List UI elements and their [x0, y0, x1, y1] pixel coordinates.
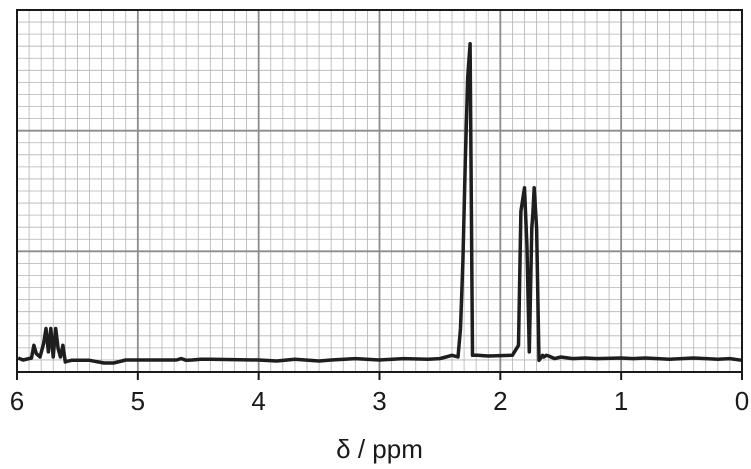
x-tick-label: 4 [251, 386, 265, 416]
x-tick-label: 2 [493, 386, 507, 416]
chart-grid [17, 10, 742, 372]
x-tick-label: 0 [735, 386, 749, 416]
x-axis-label: δ / ppm [336, 434, 423, 464]
x-tick-label: 6 [10, 386, 24, 416]
x-tick-label: 1 [614, 386, 628, 416]
x-tick-label: 3 [372, 386, 386, 416]
x-tick-label: 5 [131, 386, 145, 416]
spectrum-line [17, 42, 743, 365]
x-axis-ticks: 6 5 4 3 2 1 0 [10, 372, 749, 416]
